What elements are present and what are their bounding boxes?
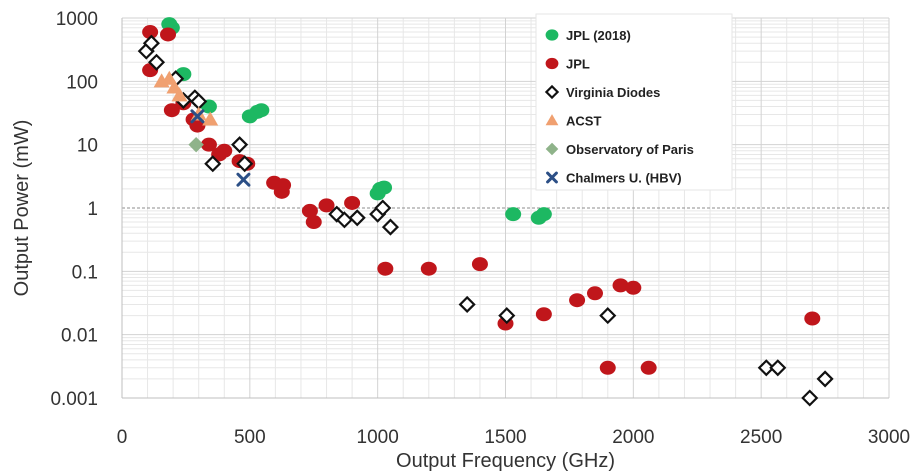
legend-label: Observatory of Paris xyxy=(566,142,694,157)
jpl-point xyxy=(301,203,318,218)
jpl-point xyxy=(599,360,616,375)
jpl-point xyxy=(318,198,335,213)
virginia-diodes-point xyxy=(381,218,400,236)
legend-label: Virginia Diodes xyxy=(566,85,660,100)
axes xyxy=(121,18,889,399)
legend-item-chalmers-u-hbv: Chalmers U. (HBV) xyxy=(546,171,682,186)
chalmers-u-hbv-point xyxy=(190,109,205,124)
jpl-point xyxy=(535,307,552,322)
y-tick-label: 100 xyxy=(66,72,98,93)
virginia-diodes-point xyxy=(498,307,516,325)
virginia-diodes-point xyxy=(816,370,834,388)
jpl-point xyxy=(344,195,361,210)
jpl-point xyxy=(377,261,394,276)
virginia-diodes-point xyxy=(147,53,166,71)
legend-marker xyxy=(545,57,559,70)
legend-item-jpl: JPL xyxy=(545,57,590,72)
y-tick-label: 0.1 xyxy=(72,262,98,283)
acst-point xyxy=(171,87,188,102)
legend-marker xyxy=(546,171,558,184)
x-tick-label: 3000 xyxy=(868,427,910,448)
y-tick-label: 0.001 xyxy=(50,389,98,410)
virginia-diodes-point xyxy=(348,209,366,227)
x-tick-label: 2500 xyxy=(740,427,782,448)
jpl-point xyxy=(160,27,177,42)
jpl-point xyxy=(804,311,821,326)
jpl-point xyxy=(163,103,180,118)
x-tick-label: 1500 xyxy=(484,427,526,448)
x-tick-labels: 0 500 1000 1500 2000 2500 3000 xyxy=(117,427,910,448)
legend-item-acst: ACST xyxy=(545,114,601,129)
virginia-diodes-point xyxy=(374,199,392,217)
series-jpl-2018 xyxy=(161,17,552,225)
y-tick-label: 1000 xyxy=(56,9,98,30)
jpl-2018-point xyxy=(253,103,270,118)
legend-label: Chalmers U. (HBV) xyxy=(566,171,682,186)
legend: JPL (2018) JPL Virginia Diodes ACST Observat… xyxy=(535,13,733,191)
jpl-point xyxy=(471,257,488,272)
acst-point xyxy=(161,70,178,85)
legend-item-virginia-diodes: Virginia Diodes xyxy=(544,84,660,100)
chalmers-u-hbv-point xyxy=(236,172,251,187)
x-tick-label: 500 xyxy=(234,427,266,448)
virginia-diodes-point xyxy=(769,359,787,377)
series-acst xyxy=(153,70,219,126)
legend-item-observatory-of-paris: Observatory of Paris xyxy=(545,142,694,157)
jpl-point xyxy=(305,215,322,230)
legend-marker xyxy=(544,84,560,100)
y-tick-labels: 1000 100 10 1 0.1 0.01 0.001 xyxy=(50,9,98,410)
x-tick-label: 0 xyxy=(117,427,128,448)
virginia-diodes-point xyxy=(231,136,249,154)
virginia-diodes-point xyxy=(599,307,617,325)
y-tick-label: 10 xyxy=(77,136,98,157)
jpl-point xyxy=(625,280,642,295)
legend-label: JPL xyxy=(566,57,590,72)
legend-label: ACST xyxy=(566,114,601,129)
jpl-2018-point xyxy=(505,207,522,222)
legend-items: JPL (2018) JPL Virginia Diodes ACST Observat… xyxy=(544,28,694,186)
legend-item-jpl-2018: JPL (2018) xyxy=(545,28,631,43)
series-observatory-of-paris xyxy=(188,136,204,153)
x-axis-title: Output Frequency (GHz) xyxy=(396,450,615,472)
jpl-point xyxy=(640,360,657,375)
virginia-diodes-point xyxy=(204,155,222,173)
legend-label: JPL (2018) xyxy=(566,28,631,43)
acst-point xyxy=(202,111,219,126)
series-chalmers-u-hbv xyxy=(190,109,251,187)
y-tick-label: 0.01 xyxy=(61,326,98,347)
data-points xyxy=(137,17,834,407)
jpl-point xyxy=(216,143,233,158)
virginia-diodes-point xyxy=(236,155,254,173)
x-tick-label: 1000 xyxy=(357,427,399,448)
jpl-point xyxy=(420,261,437,276)
y-tick-label: 1 xyxy=(87,199,98,220)
legend-marker xyxy=(545,142,559,156)
jpl-2018-point xyxy=(535,207,552,222)
observatory-of-paris-point xyxy=(188,136,204,153)
jpl-point xyxy=(586,286,603,301)
jpl-point xyxy=(142,25,159,40)
legend-marker xyxy=(545,114,559,126)
y-axis-title: Output Power (mW) xyxy=(11,120,33,297)
grid xyxy=(121,17,890,399)
legend-box xyxy=(535,13,733,191)
jpl-2018-point xyxy=(376,180,393,195)
jpl-point xyxy=(200,137,217,152)
jpl-point xyxy=(275,178,292,193)
virginia-diodes-point xyxy=(142,34,160,52)
virginia-diodes-point xyxy=(801,389,819,407)
virginia-diodes-point xyxy=(458,295,476,314)
legend-marker xyxy=(545,29,559,41)
jpl-point xyxy=(612,278,629,293)
virginia-diodes-point xyxy=(757,359,775,377)
jpl-point xyxy=(569,293,586,308)
x-tick-label: 2000 xyxy=(612,427,654,448)
